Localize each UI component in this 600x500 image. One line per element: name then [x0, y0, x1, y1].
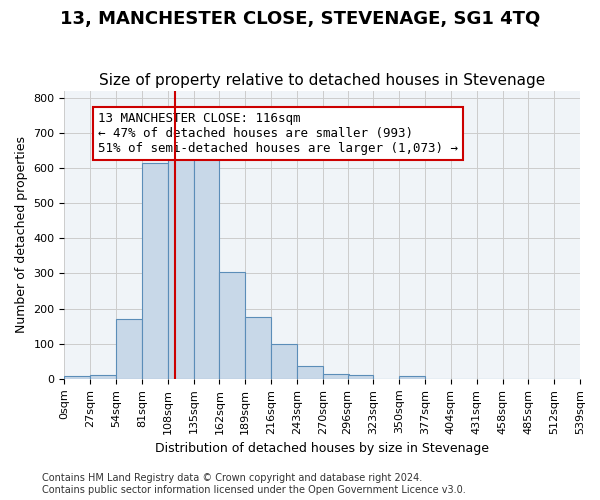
Bar — [271, 344, 297, 379]
Text: Contains HM Land Registry data © Crown copyright and database right 2024.
Contai: Contains HM Land Registry data © Crown c… — [42, 474, 466, 495]
Title: Size of property relative to detached houses in Stevenage: Size of property relative to detached ho… — [99, 73, 545, 88]
Bar — [194, 150, 220, 379]
Bar — [168, 150, 194, 379]
Bar — [399, 376, 425, 379]
Bar — [142, 162, 168, 379]
Text: 13, MANCHESTER CLOSE, STEVENAGE, SG1 4TQ: 13, MANCHESTER CLOSE, STEVENAGE, SG1 4TQ — [60, 10, 540, 28]
Bar — [90, 374, 116, 379]
Bar — [347, 376, 373, 379]
X-axis label: Distribution of detached houses by size in Stevenage: Distribution of detached houses by size … — [155, 442, 489, 455]
Bar — [323, 374, 349, 379]
Bar — [297, 366, 323, 379]
Bar — [64, 376, 90, 379]
Y-axis label: Number of detached properties: Number of detached properties — [15, 136, 28, 333]
Bar — [245, 318, 271, 379]
Text: 13 MANCHESTER CLOSE: 116sqm
← 47% of detached houses are smaller (993)
51% of se: 13 MANCHESTER CLOSE: 116sqm ← 47% of det… — [98, 112, 458, 154]
Bar — [116, 319, 142, 379]
Bar — [220, 272, 245, 379]
